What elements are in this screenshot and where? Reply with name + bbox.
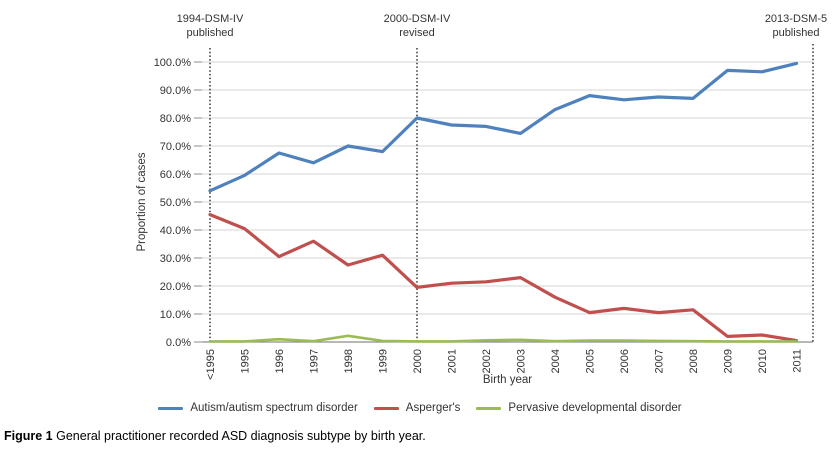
series-line-autism-spectrum [208,61,799,193]
x-tick-label: 2009 [723,349,735,373]
legend-label: Pervasive developmental disorder [508,402,682,414]
annotation-line2: published [186,27,234,39]
y-tick-label: 60.0% [160,169,191,181]
y-tick-label: 70.0% [160,141,191,153]
x-tick-label: 1997 [309,349,321,373]
x-tick-label: 2004 [550,349,562,373]
annotation-line1: 2000-DSM-IV [383,13,451,25]
series-line-aspergers [208,213,799,343]
y-tick-label: 40.0% [160,225,191,237]
legend-item-aspergers: Asperger's [373,402,461,414]
y-tick-label: 0.0% [166,337,191,349]
figure-caption: Figure 1 General practitioner recorded A… [4,429,426,443]
x-tick-label: 1995 [240,349,252,373]
x-tick-label: 1998 [343,349,355,373]
x-tick-label: 2003 [516,349,528,373]
x-tick-label: 2007 [654,349,666,373]
legend: Autism/autism spectrum disorder Asperger… [0,402,840,414]
annotation-line1: 2013-DSM-5 [764,13,828,25]
annotation-line2: revised [399,27,435,39]
legend-line-swatch-red [373,406,399,410]
x-tick-label: 1996 [274,349,286,373]
x-tick-label: <1995 [205,349,217,380]
series-line-pervasive-developmental [208,334,798,343]
x-tick-label: 2010 [757,349,769,373]
y-tick-label: 100.0% [154,57,192,69]
legend-line-swatch-green [476,406,502,410]
legend-line-swatch-blue [158,406,184,410]
caption-label: Figure 1 [4,429,53,443]
annotation-1994-dsm-iv: 1994-DSM-IV published [150,12,270,40]
y-axis-title: Proportion of cases [136,152,148,252]
y-tick-label: 20.0% [160,281,191,293]
legend-label: Asperger's [405,402,461,414]
y-tick-label: 50.0% [160,197,191,209]
y-tick-label: 10.0% [160,309,191,321]
y-tick-label: 80.0% [160,113,191,125]
annotation-2000-dsm-iv: 2000-DSM-IV revised [357,12,477,40]
y-tick-label: 30.0% [160,253,191,265]
annotation-2013-dsm-5: 2013-DSM-5 published [746,12,840,40]
legend-item-pervasive-developmental: Pervasive developmental disorder [476,402,682,414]
legend-label: Autism/autism spectrum disorder [190,402,358,414]
x-tick-label: 2006 [619,349,631,373]
x-axis-title: Birth year [482,374,533,386]
x-tick-label: 2000 [412,349,424,373]
plot-svg: 0.0% 10.0% 20.0% 30.0% 40.0% 50.0% 60.0% 70.0% 8… [154,44,814,380]
x-tick-label: 2001 [447,349,459,373]
annotation-line2: published [772,27,820,39]
legend-item-autism-spectrum: Autism/autism spectrum disorder [158,402,358,414]
x-tick-label: 2008 [688,349,700,373]
x-tick-label: 1999 [378,349,390,373]
y-tick-label: 90.0% [160,85,191,97]
annotation-line1: 1994-DSM-IV [176,13,244,25]
x-tick-label: 2005 [585,349,597,373]
caption-text: General practitioner recorded ASD diagno… [56,429,426,443]
x-tick-label: 2002 [481,349,493,373]
x-tick-label: 2011 [792,349,804,373]
